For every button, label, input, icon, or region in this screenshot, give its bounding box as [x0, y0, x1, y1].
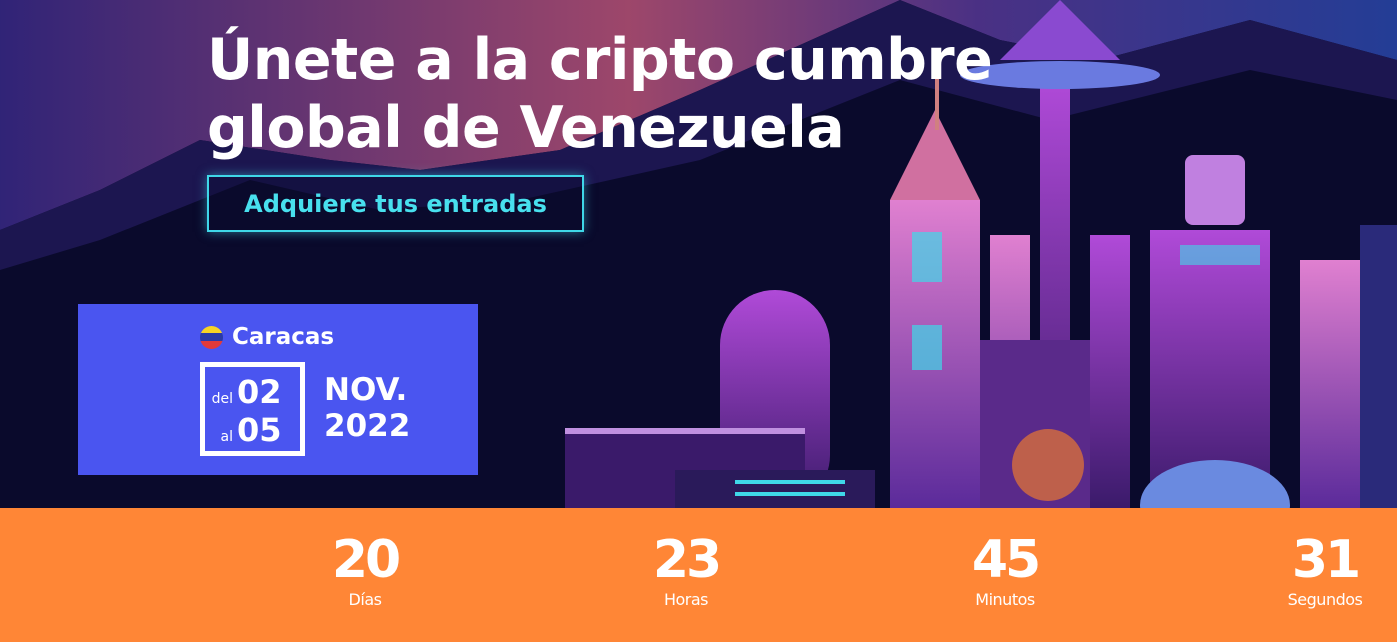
countdown-label: Segundos	[1287, 590, 1363, 609]
countdown-days: 20 Días	[265, 530, 465, 610]
countdown-hours: 23 Horas	[586, 530, 786, 610]
city-name: Caracas	[232, 324, 335, 350]
event-month: NOV.	[324, 372, 408, 408]
countdown-value: 23	[652, 530, 722, 590]
countdown-label: Minutos	[975, 590, 1035, 609]
city-skyline-illustration	[0, 0, 1397, 508]
event-month-year: NOV. 2022	[324, 372, 410, 444]
venezuela-flag-icon	[200, 325, 223, 349]
countdown-value: 45	[971, 530, 1041, 590]
countdown-label: Horas	[663, 590, 709, 609]
page-title: Únete a la cripto cumbre global de Venezu…	[207, 26, 993, 162]
countdown-label: Días	[348, 590, 382, 609]
countdown-value: 31	[1291, 530, 1361, 590]
countdown-bar: 20 Días 23 Horas 45 Minutos 31 Segundos	[0, 508, 1397, 642]
title-line-1: Únete a la cripto cumbre	[207, 27, 993, 93]
event-year: 2022	[324, 408, 411, 444]
hero-banner: Únete a la cripto cumbre global de Venezu…	[0, 0, 1397, 508]
countdown-value: 20	[331, 530, 401, 590]
event-info-card: Caracas del 02 al 05 NOV. 2022	[78, 304, 478, 475]
buy-tickets-button[interactable]: Adquiere tus entradas	[207, 175, 584, 232]
from-day: 02	[237, 373, 282, 411]
event-city: Caracas	[200, 324, 334, 350]
from-prefix: del	[211, 391, 233, 407]
title-line-2: global de Venezuela	[207, 95, 845, 161]
to-day: 05	[237, 411, 282, 449]
countdown-seconds: 31 Segundos	[1225, 530, 1397, 610]
date-range-box: del 02 al 05	[200, 362, 305, 456]
to-prefix: al	[220, 429, 233, 445]
countdown-minutes: 45 Minutos	[905, 530, 1105, 610]
